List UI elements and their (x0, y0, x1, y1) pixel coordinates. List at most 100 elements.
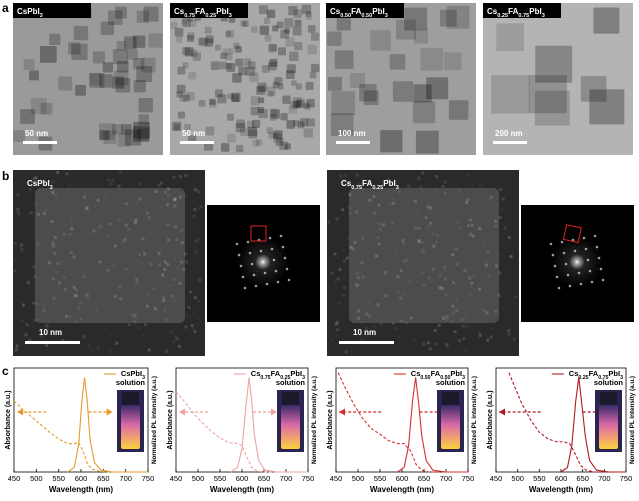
noise (13, 259, 17, 263)
nanocube (285, 37, 295, 47)
tem-image: 50 nm (170, 3, 320, 155)
noise (368, 198, 372, 202)
noise (451, 281, 455, 285)
nanocube (252, 119, 261, 129)
noise (85, 207, 89, 211)
nanocube (311, 63, 320, 73)
noise (172, 340, 176, 344)
noise (406, 264, 409, 267)
fft-spot (571, 238, 575, 242)
noise (176, 338, 180, 342)
noise (432, 267, 435, 270)
noise (342, 178, 346, 182)
noise (514, 207, 517, 210)
nanocube (174, 124, 181, 131)
nanocube (182, 62, 189, 69)
text-part: PbI (290, 369, 302, 378)
nanocube (528, 75, 567, 114)
fft-spot (586, 258, 590, 262)
noise (445, 317, 449, 321)
noise (180, 303, 183, 306)
fft-spot (265, 282, 269, 286)
noise (360, 261, 364, 265)
image-background (170, 3, 320, 155)
noise (193, 296, 197, 300)
legend-suffix: solution (436, 378, 466, 387)
noise (469, 285, 472, 288)
vial-body (599, 405, 618, 449)
y2-axis-label: Normalized PL intensity (a.u.) (629, 376, 636, 464)
noise (356, 198, 359, 201)
noise (469, 293, 472, 296)
noise (166, 179, 169, 182)
spectrum-chart: 450 500 550 600 650 700 750 Wavelength (nm) Abso… (487, 367, 636, 494)
noise (427, 276, 431, 280)
nanocube (303, 102, 310, 109)
text-part: 3 (620, 375, 623, 381)
noise (130, 218, 134, 222)
noise (63, 288, 67, 292)
noise (127, 323, 131, 327)
noise (141, 237, 145, 241)
noise (399, 296, 403, 300)
noise (337, 301, 341, 305)
noise (109, 182, 113, 186)
noise (347, 237, 351, 241)
noise (179, 174, 183, 178)
noise (47, 261, 51, 265)
noise (361, 339, 365, 343)
text-part: PbI (450, 369, 462, 378)
noise (402, 260, 406, 264)
noise (42, 304, 46, 308)
nanocube (284, 143, 291, 150)
noise (392, 278, 395, 281)
noise (450, 209, 453, 212)
nanocube (269, 58, 278, 67)
nanocube (116, 41, 127, 51)
noise (67, 184, 71, 188)
noise (182, 267, 186, 271)
arrow-head (106, 408, 113, 416)
nanocube (235, 58, 244, 67)
noise (165, 250, 168, 253)
noise (94, 243, 97, 246)
y-axis-label: Absorbance (a.u.) (167, 390, 174, 449)
noise (183, 252, 187, 256)
noise (501, 222, 504, 225)
nanocube (92, 51, 105, 64)
vial-cap (600, 392, 617, 405)
noise (145, 277, 148, 280)
nanocube (290, 100, 298, 109)
noise (179, 195, 183, 199)
noise (44, 208, 47, 211)
noise (446, 345, 450, 349)
noise (167, 238, 171, 242)
noise (402, 241, 406, 245)
fft-spot (235, 242, 239, 246)
noise (136, 326, 140, 330)
y-axis-label: Absorbance (a.u.) (5, 390, 12, 449)
tem-image: 100 nm (326, 3, 476, 155)
noise (24, 333, 28, 337)
nanocube (283, 27, 290, 34)
noise (485, 198, 489, 202)
noise (78, 244, 81, 247)
panel-label: a (2, 1, 9, 15)
fft-image (207, 205, 320, 322)
noise (173, 197, 177, 201)
noise (175, 260, 178, 263)
text-part: 0.25 (578, 375, 588, 381)
fft-spot (279, 234, 283, 238)
nanocube (107, 10, 123, 26)
scale-bar (23, 141, 57, 144)
noise (161, 273, 165, 277)
y2-axis-label: Normalized PL intensity (a.u.) (151, 376, 158, 464)
nanocube (303, 128, 314, 138)
noise (157, 183, 161, 187)
noise (194, 250, 198, 254)
noise (335, 320, 339, 324)
image-background (326, 3, 476, 155)
noise (334, 221, 337, 224)
noise (147, 348, 151, 352)
noise (422, 283, 426, 287)
